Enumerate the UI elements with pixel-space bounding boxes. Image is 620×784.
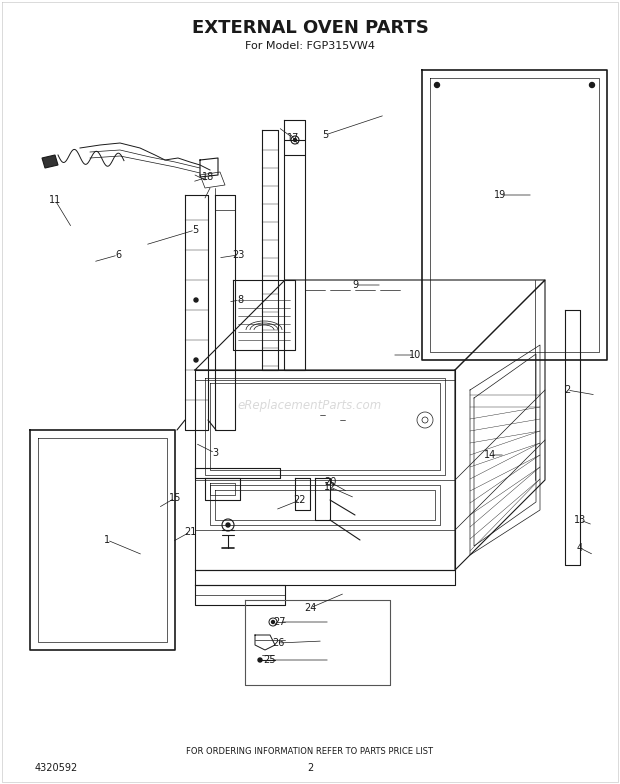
Circle shape [590, 82, 595, 88]
Text: 6: 6 [115, 250, 121, 260]
Text: 24: 24 [304, 603, 316, 613]
Text: 17: 17 [287, 133, 299, 143]
Text: 12: 12 [324, 482, 336, 492]
Text: 5: 5 [192, 225, 198, 235]
Text: 27: 27 [274, 617, 286, 627]
Text: 19: 19 [494, 190, 506, 200]
Text: 10: 10 [409, 350, 421, 360]
Text: 2: 2 [564, 385, 570, 395]
Text: 3: 3 [212, 448, 218, 458]
Circle shape [194, 298, 198, 302]
Text: 13: 13 [574, 515, 586, 525]
Circle shape [293, 139, 296, 141]
Polygon shape [42, 155, 58, 168]
Text: 20: 20 [324, 477, 336, 487]
Circle shape [272, 620, 275, 623]
Text: eReplacementParts.com: eReplacementParts.com [238, 398, 382, 412]
Circle shape [194, 358, 198, 362]
Text: 5: 5 [322, 130, 328, 140]
Text: 4320592: 4320592 [35, 763, 78, 773]
Text: For Model: FGP315VW4: For Model: FGP315VW4 [245, 41, 375, 51]
Circle shape [258, 658, 262, 662]
Text: 11: 11 [49, 195, 61, 205]
Text: 4: 4 [577, 543, 583, 553]
Text: 15: 15 [169, 493, 181, 503]
Text: 26: 26 [272, 638, 284, 648]
Text: 14: 14 [484, 450, 496, 460]
Text: 18: 18 [202, 172, 214, 182]
Text: 9: 9 [352, 280, 358, 290]
Text: EXTERNAL OVEN PARTS: EXTERNAL OVEN PARTS [192, 19, 428, 37]
Text: 23: 23 [232, 250, 244, 260]
Text: 25: 25 [264, 655, 277, 665]
Circle shape [226, 523, 230, 527]
Text: 21: 21 [184, 527, 196, 537]
Text: 22: 22 [294, 495, 306, 505]
Text: FOR ORDERING INFORMATION REFER TO PARTS PRICE LIST: FOR ORDERING INFORMATION REFER TO PARTS … [187, 747, 433, 757]
Text: 2: 2 [307, 763, 313, 773]
Text: 1: 1 [104, 535, 110, 545]
Text: 8: 8 [237, 295, 243, 305]
Circle shape [435, 82, 440, 88]
